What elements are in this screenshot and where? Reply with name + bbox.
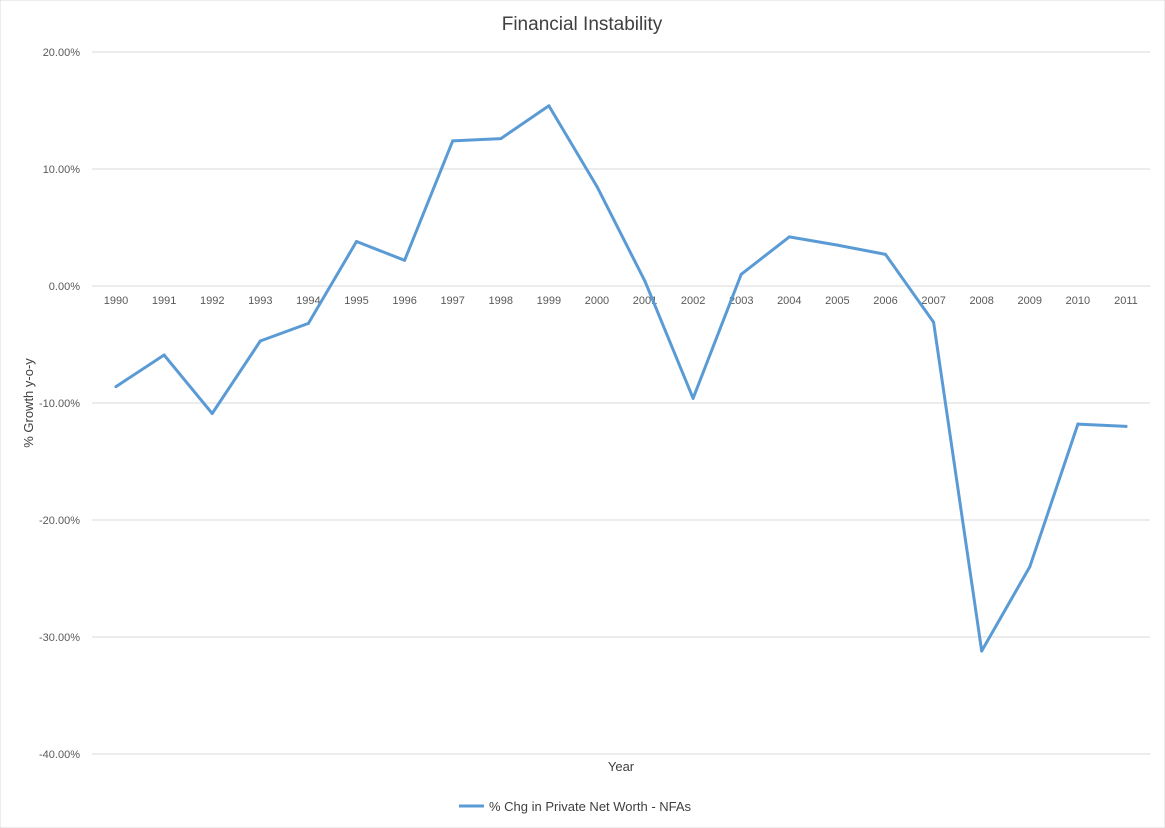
chart-title: Financial Instability <box>502 14 663 35</box>
data-point <box>210 412 214 416</box>
data-point <box>547 104 551 108</box>
x-tick-label: 2011 <box>1114 295 1138 307</box>
x-tick-label: 1996 <box>392 295 416 307</box>
x-tick-label: 1990 <box>104 295 128 307</box>
data-point <box>643 279 647 283</box>
x-tick-label: 2009 <box>1018 295 1042 307</box>
x-tick-label: 2002 <box>681 295 705 307</box>
y-tick-label: -40.00% <box>39 749 80 761</box>
x-tick-label: 2003 <box>729 295 753 307</box>
data-point <box>499 137 503 141</box>
data-point <box>595 185 599 189</box>
data-point <box>451 139 455 143</box>
y-tick-label: 10.00% <box>43 164 81 176</box>
data-point <box>691 396 695 400</box>
data-point <box>162 353 166 357</box>
data-point <box>1076 422 1080 426</box>
series-layer <box>114 104 1128 653</box>
legend: % Chg in Private Net Worth - NFAs <box>459 799 692 814</box>
y-axis-tick-labels: 20.00% 10.00% 0.00% -10.00% -20.00% -30.00% -4… <box>39 47 80 761</box>
legend-label: % Chg in Private Net Worth - NFAs <box>489 799 692 814</box>
y-tick-label: 0.00% <box>49 281 80 293</box>
series-line <box>114 104 1128 653</box>
x-tick-label: 2000 <box>585 295 609 307</box>
x-tick-label: 2007 <box>921 295 945 307</box>
x-tick-label: 1994 <box>296 295 320 307</box>
data-point <box>1124 424 1128 428</box>
data-point <box>980 649 984 653</box>
data-point <box>403 258 407 262</box>
x-tick-label: 2004 <box>777 295 801 307</box>
x-tick-label: 2005 <box>825 295 849 307</box>
y-tick-label: -10.00% <box>39 398 80 410</box>
data-point <box>258 339 262 343</box>
x-tick-label: 1997 <box>440 295 464 307</box>
x-tick-label: 1993 <box>248 295 272 307</box>
x-tick-label: 2010 <box>1066 295 1090 307</box>
x-tick-label: 1991 <box>152 295 176 307</box>
x-tick-label: 1992 <box>200 295 224 307</box>
y-tick-label: -20.00% <box>39 515 80 527</box>
x-axis-title: Year <box>608 759 635 774</box>
x-tick-label: 1998 <box>489 295 513 307</box>
y-tick-label: -30.00% <box>39 632 80 644</box>
x-tick-label: 1995 <box>344 295 368 307</box>
data-point <box>739 272 743 276</box>
data-point <box>787 235 791 239</box>
data-point <box>306 321 310 325</box>
y-axis-title: % Growth y-o-y <box>21 358 36 448</box>
x-tick-label: 2008 <box>969 295 993 307</box>
data-point <box>355 240 358 244</box>
data-point <box>114 385 118 389</box>
gridlines <box>92 51 1150 755</box>
x-tick-label: 1999 <box>537 295 561 307</box>
data-point <box>835 243 839 247</box>
data-point <box>932 320 936 324</box>
data-point <box>1028 565 1032 569</box>
x-tick-label: 2006 <box>873 295 897 307</box>
y-tick-label: 20.00% <box>43 47 81 59</box>
data-point <box>884 252 887 256</box>
